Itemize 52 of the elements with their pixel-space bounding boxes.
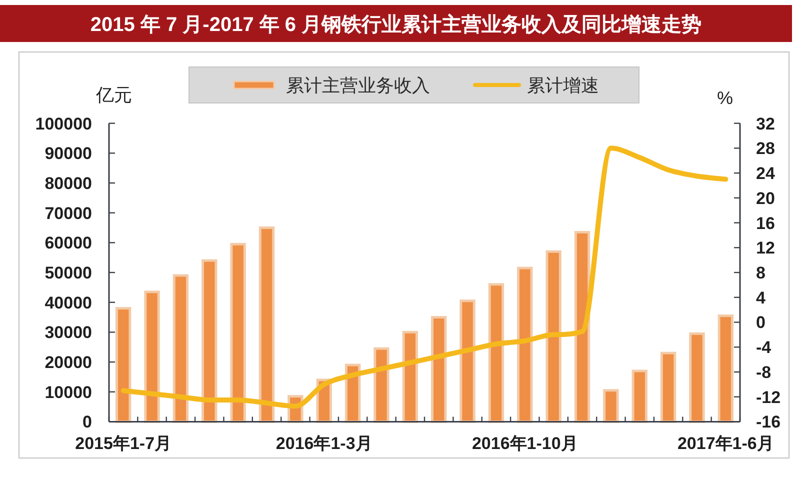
y-tick-label: 70000 — [44, 204, 92, 223]
y2-tick-label: 28 — [756, 139, 775, 158]
bar — [546, 250, 562, 423]
bar — [460, 300, 476, 423]
bar — [202, 259, 218, 423]
legend-label: 累计主营业务收入 — [286, 76, 430, 96]
y-tick-label: 90000 — [44, 144, 92, 164]
bar — [374, 347, 390, 423]
y-tick-label: 50000 — [44, 264, 92, 282]
y2-tick-label: 12 — [756, 238, 775, 258]
bar — [115, 307, 132, 423]
y2-tick-label: 20 — [756, 188, 775, 208]
y2-axis-title: % — [716, 88, 734, 108]
y2-tick-label: 32 — [756, 114, 775, 134]
bar — [603, 389, 619, 423]
y-tick-label: 10000 — [44, 382, 92, 402]
y2-tick-label: 4 — [756, 288, 766, 308]
bar — [230, 242, 246, 423]
y-tick-label: 100000 — [35, 114, 92, 134]
y2-tick-label: 24 — [756, 164, 776, 184]
bar — [632, 370, 648, 423]
y-tick-label: 80000 — [44, 174, 92, 193]
y2-tick-label: -12 — [756, 388, 781, 407]
y-axis-title: 亿元 — [95, 85, 132, 105]
x-tick-label: 2015年1-7月 — [75, 434, 172, 453]
bar — [718, 314, 734, 423]
bar — [660, 352, 676, 423]
x-tick-label: 2017年1-6月 — [677, 434, 774, 453]
legend-label: 累计增速 — [527, 76, 599, 96]
bar — [689, 332, 705, 423]
y2-tick-label: 0 — [756, 313, 766, 332]
bar — [488, 283, 504, 423]
y2-tick-label: -16 — [756, 412, 781, 432]
y2-tick-label: 16 — [756, 214, 775, 233]
y-tick-label: 40000 — [44, 293, 92, 312]
y-tick-label: 30000 — [44, 323, 92, 342]
x-tick-label: 2016年1-10月 — [472, 434, 578, 453]
bar — [144, 290, 160, 423]
x-tick-label: 2016年1-3月 — [276, 434, 372, 453]
bar — [402, 330, 418, 423]
y-tick-label: 0 — [82, 412, 92, 432]
bar — [574, 230, 590, 423]
chart-title: 2015 年 7 月-2017 年 6 月钢铁行业累计主营业务收入及同比增速走势 — [90, 13, 702, 36]
bar — [517, 266, 533, 423]
y-tick-label: 60000 — [44, 234, 92, 253]
y-tick-label: 20000 — [44, 353, 92, 372]
bar — [258, 226, 275, 423]
y2-tick-label: 8 — [756, 264, 766, 282]
bar — [430, 316, 447, 423]
bar — [172, 274, 189, 423]
y2-tick-label: -8 — [756, 362, 772, 382]
y2-tick-label: -4 — [756, 338, 772, 358]
